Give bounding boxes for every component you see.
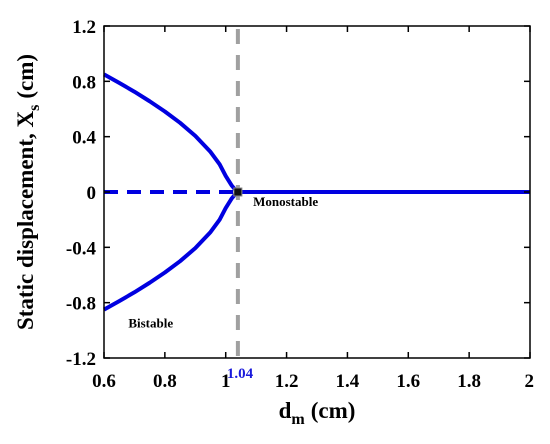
x-tick-label: 0.8 <box>153 371 177 392</box>
y-tick-label: 1.2 <box>72 17 96 38</box>
y-tick-label: -0.4 <box>66 238 97 259</box>
x-tick-label: 1.8 <box>457 371 481 392</box>
annotation-bistable: Bistable <box>128 316 173 331</box>
y-axis-title: Static displacement, Xs (cm) <box>13 54 43 330</box>
tick-layer: 0.6 0.8 1 1.2 1.4 1.6 1.8 2 1.2 0.8 0.4 0 -0.4 -0.8 -1… <box>66 17 534 392</box>
y-axis-title-unit: (cm) <box>13 54 38 99</box>
x-axis-title-main: d <box>279 398 292 423</box>
series-line-1 <box>103 190 240 312</box>
y-tick-label: -0.8 <box>66 294 96 315</box>
x-tick-label: 1.6 <box>396 371 420 392</box>
x-tick-label: 1.2 <box>275 371 299 392</box>
y-tick-label: 0.8 <box>72 72 96 93</box>
x-tick-label: 0.6 <box>92 371 116 392</box>
y-tick-label: 0 <box>87 183 97 204</box>
critical-value-label: 1.04 <box>227 366 254 382</box>
series-line-0 <box>103 72 240 194</box>
annotation-monostable: Monostable <box>253 194 318 209</box>
x-axis-title-unit: (cm) <box>311 398 356 423</box>
y-tick-label: 0.4 <box>72 128 96 149</box>
x-tick-label: 2 <box>525 371 535 392</box>
x-tick-label: 1.4 <box>336 371 360 392</box>
x-axis-title-subscript: m <box>291 411 305 428</box>
y-axis-title-main: Static displacement, X <box>13 111 38 331</box>
x-axis-title: dm (cm) <box>279 398 356 428</box>
x-tick-label: 1 <box>221 371 231 392</box>
y-tick-label: -1.2 <box>66 349 96 370</box>
plot-layer: Monostable Bistable 1.04 <box>103 29 530 382</box>
critical-point-marker <box>233 187 243 197</box>
y-axis-title-subscript: s <box>26 105 43 111</box>
